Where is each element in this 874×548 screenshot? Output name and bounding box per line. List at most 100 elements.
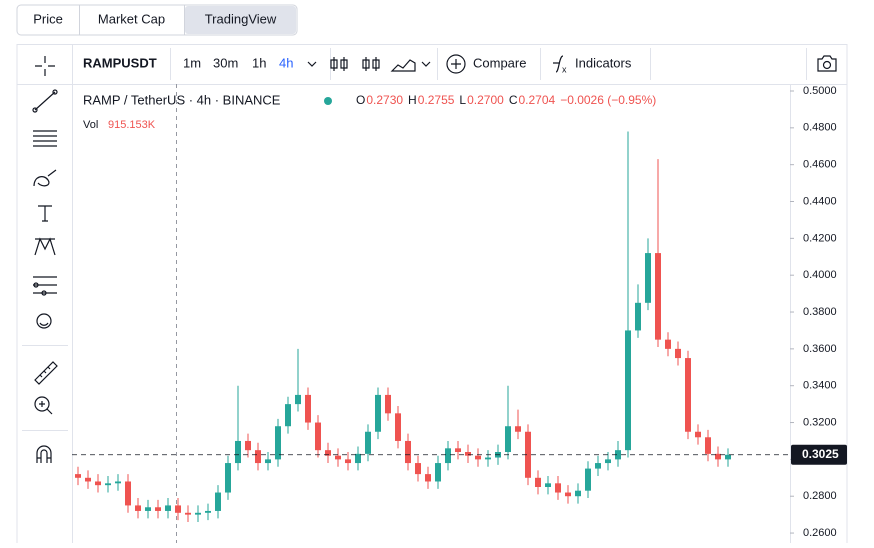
candle-body	[575, 490, 581, 497]
toolbar-separators	[22, 48, 807, 431]
chart-frame	[16, 44, 848, 548]
candle-body	[205, 510, 211, 513]
candle-body	[285, 404, 291, 427]
tab[interactable]: Market Cap	[98, 11, 165, 26]
last-price-label: 0.3025	[802, 447, 839, 461]
y-tick-label: 0.4400	[803, 195, 837, 207]
candle-body	[135, 505, 141, 511]
candle-body	[555, 483, 561, 493]
candle-body	[295, 394, 301, 405]
tab-active-bg	[185, 6, 296, 34]
candle-body	[595, 463, 601, 469]
candle-body	[465, 452, 471, 456]
indicators-button[interactable]: Indicators	[575, 55, 632, 70]
tab[interactable]: TradingView	[205, 11, 277, 26]
tab[interactable]: Price	[33, 11, 63, 26]
candle-body	[115, 481, 121, 484]
candle-body	[705, 437, 711, 454]
y-tick-label: 0.5000	[803, 85, 837, 97]
candle-body	[685, 358, 691, 432]
volume-label: Vol	[83, 119, 98, 131]
candle-body	[195, 512, 201, 515]
candle-body	[505, 426, 511, 453]
candle-body	[175, 505, 181, 513]
candle-body	[625, 330, 631, 451]
candle-body	[385, 394, 391, 414]
ohlc-value: 0.2730	[366, 93, 403, 107]
candle-body	[425, 474, 431, 482]
candle-body	[255, 450, 261, 464]
candle-body	[125, 481, 131, 506]
candle-body	[335, 455, 341, 460]
y-tick-label: 0.2600	[803, 527, 837, 539]
candle-body	[325, 450, 331, 456]
candle-body	[665, 339, 671, 349]
y-tick-label: 0.4800	[803, 122, 837, 134]
candle-body	[655, 253, 661, 340]
candle-body	[615, 450, 621, 460]
symbol[interactable]: RAMPUSDT	[83, 55, 157, 70]
candle-body	[435, 463, 441, 482]
y-tick-label: 0.3400	[803, 380, 837, 392]
candle-body	[395, 413, 401, 441]
candle-body	[315, 422, 321, 451]
candle-body	[355, 453, 361, 464]
candle-body	[75, 474, 81, 478]
candle-body	[565, 492, 571, 497]
candle-body	[585, 468, 591, 491]
ohlc-key: H	[408, 93, 417, 107]
candle-body	[155, 507, 161, 511]
interval[interactable]: 1h	[252, 55, 266, 70]
candle-body	[345, 459, 351, 464]
candle-body	[145, 507, 151, 511]
candle-body	[725, 454, 731, 460]
ohlc-key: C	[509, 93, 518, 107]
candle-body	[185, 512, 191, 515]
y-tick-label: 0.3600	[803, 343, 837, 355]
candle-body	[95, 481, 101, 486]
candle-body	[605, 459, 611, 464]
candle-body	[265, 459, 271, 464]
candle-body	[515, 426, 521, 432]
ohlc-key: O	[356, 93, 365, 107]
y-tick-label: 0.3200	[803, 416, 837, 428]
candle-body	[105, 483, 111, 486]
candle-body	[215, 492, 221, 511]
candle-body	[225, 463, 231, 493]
ohlc-change: −0.0026 (−0.95%)	[560, 93, 656, 107]
candle-body	[525, 431, 531, 478]
candle-body	[675, 348, 681, 359]
last-price-tag	[791, 444, 847, 465]
ohlc-value: 0.2755	[418, 93, 455, 107]
candle-body	[365, 431, 371, 454]
candle-body	[645, 253, 651, 303]
interval[interactable]: 1m	[183, 55, 201, 70]
candle-body	[635, 302, 641, 331]
candle-body	[405, 440, 411, 464]
candle-body	[85, 477, 91, 482]
compare-button[interactable]: Compare	[473, 55, 526, 70]
candle-body	[445, 448, 451, 464]
candle-body	[475, 455, 481, 460]
interval[interactable]: 4h	[279, 55, 293, 70]
drawing-tools[interactable]	[32, 56, 58, 463]
fx-sub: x	[562, 64, 567, 74]
volume-value: 915.153K	[108, 119, 156, 131]
candle-body	[305, 394, 311, 423]
candle-body	[245, 440, 251, 451]
ohlc-value: 0.2704	[518, 93, 555, 107]
y-tick-label: 0.4600	[803, 159, 837, 171]
y-tick-label: 0.3800	[803, 306, 837, 318]
candle-body	[375, 394, 381, 432]
candle-body	[235, 440, 241, 464]
candle-body	[695, 431, 701, 438]
candle-body	[455, 448, 461, 453]
chart-tool-icons[interactable]	[307, 54, 837, 74]
y-tick-label: 0.2800	[803, 490, 837, 502]
candle-body	[715, 453, 721, 460]
interval[interactable]: 30m	[213, 55, 238, 70]
status-dot	[324, 97, 332, 105]
legend-title: RAMP / TetherUS · 4h · BINANCE	[83, 92, 281, 107]
ohlc-value: 0.2700	[467, 93, 504, 107]
